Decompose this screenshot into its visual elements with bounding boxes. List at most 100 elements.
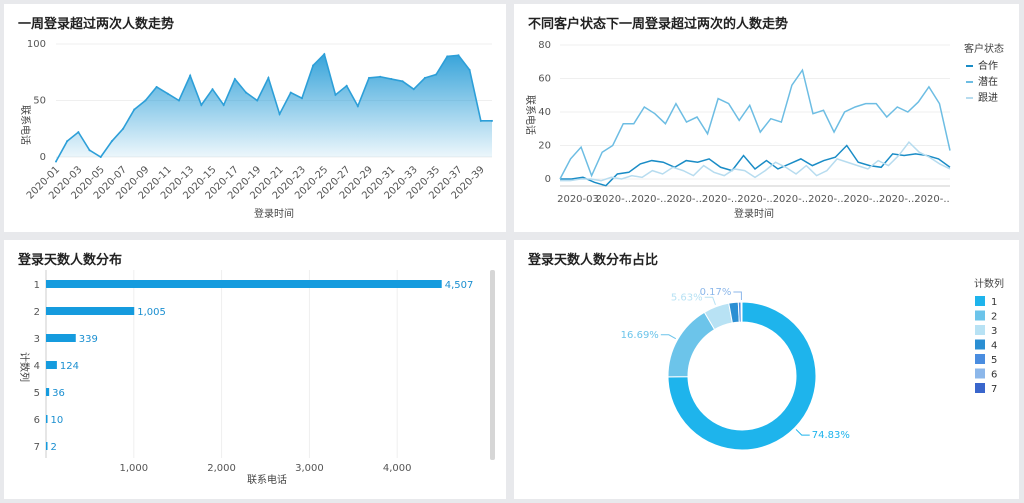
bar <box>46 334 76 342</box>
y-tick-label: 6 <box>34 415 40 426</box>
y-tick-label: 0 <box>545 174 551 185</box>
slice-data-label: 5.63% <box>671 292 703 303</box>
x-axis-label: 登录时间 <box>254 207 294 220</box>
legend-swatch <box>975 354 985 364</box>
legend-label: 2 <box>991 312 997 323</box>
data-point <box>133 108 136 111</box>
login-days-distribution-title: 登录天数人数分布 <box>18 253 123 268</box>
x-tick-label: 2020-.. <box>879 194 914 205</box>
legend-swatch <box>975 296 985 306</box>
data-point <box>222 104 225 107</box>
data-point <box>211 88 214 91</box>
y-tick-label: 100 <box>27 39 46 50</box>
legend-swatch <box>975 339 985 350</box>
data-point <box>446 55 449 58</box>
data-point <box>300 97 303 100</box>
y-tick-label: 20 <box>538 141 551 152</box>
status-login-trend-title: 不同客户状态下一周登录超过两次的人数走势 <box>528 17 789 32</box>
bar-data-label: 10 <box>51 415 64 426</box>
data-point <box>66 140 69 143</box>
login-days-share-panel: 登录天数人数分布占比 计数列 74.83% 16.69% 5.63% 0.17% 1 2 3… <box>514 240 1019 499</box>
bar-data-label: 339 <box>79 334 98 345</box>
legend-swatch <box>975 310 985 321</box>
y-tick-label: 80 <box>538 40 551 51</box>
status-login-trend-chart: 联系电话 登录时间 客户状态 020406080合作潜在跟进2020-03202… <box>524 40 1004 220</box>
data-point <box>435 73 438 76</box>
data-point <box>55 160 57 163</box>
legend-label: 潜在 <box>978 75 998 88</box>
data-point <box>356 105 359 108</box>
y-tick-label: 2 <box>34 307 40 318</box>
y-tick-label: 50 <box>33 96 46 107</box>
x-tick-label: 2020-03 <box>557 194 599 205</box>
legend-title: 客户状态 <box>964 42 1004 55</box>
y-tick-label: 1 <box>34 280 40 291</box>
login-days-distribution-chart: 计数列 联系电话 1,000 2,000 3,000 4,000 1 4,507 2 1,00… <box>18 270 495 486</box>
x-tick-label: 2020-.. <box>666 194 701 205</box>
area-fill <box>56 54 492 162</box>
legend-label: 4 <box>991 341 997 352</box>
series-line-2 <box>559 68 951 180</box>
legend-label: 5 <box>991 355 997 366</box>
data-point <box>166 92 169 95</box>
y-axis-label: 联系电话 <box>524 95 537 135</box>
login-days-share-chart: 计数列 74.83% 16.69% 5.63%0.17% 1 2 3 4 5 6 7 <box>621 277 1004 451</box>
data-point <box>479 119 482 122</box>
x-tick-label: 4,000 <box>383 463 412 474</box>
data-point <box>390 78 393 81</box>
data-point <box>177 99 180 102</box>
data-point <box>144 99 147 102</box>
x-tick-label: 2020-.. <box>773 194 808 205</box>
data-point <box>99 156 102 158</box>
login-days-distribution-panel: 登录天数人数分布 计数列 联系电话 1,000 2,000 3,000 4,000 1 4… <box>4 240 506 499</box>
data-point <box>401 80 404 83</box>
label-leader <box>795 429 810 436</box>
login-days-share-title: 登录天数人数分布占比 <box>528 253 659 268</box>
x-tick-label: 2,000 <box>207 463 236 474</box>
data-point <box>88 149 91 152</box>
x-tick-label: 1,000 <box>119 463 148 474</box>
y-tick-label: 5 <box>34 388 40 399</box>
data-point <box>122 127 125 130</box>
weekly-login-trend-chart: 联系电话 登录时间 0501002020-012020-032020-05202… <box>19 39 493 220</box>
y-tick-label: 3 <box>34 334 40 345</box>
data-point <box>233 78 236 81</box>
bar <box>46 442 48 450</box>
y-axis-label: 联系电话 <box>19 105 32 145</box>
slice-data-label: 0.17% <box>700 287 732 298</box>
x-axis-label: 联系电话 <box>247 473 287 486</box>
legend-swatch <box>975 383 985 393</box>
data-point <box>379 75 382 78</box>
bar <box>46 388 50 396</box>
x-tick-label: 2020-.. <box>631 194 666 205</box>
x-tick-label: 3,000 <box>295 463 324 474</box>
bar <box>46 361 57 369</box>
y-axis-label: 计数列 <box>18 352 31 382</box>
x-tick-label: 2020-.. <box>737 194 772 205</box>
data-point <box>267 76 270 79</box>
legend-label: 3 <box>991 326 997 337</box>
data-point <box>412 88 415 91</box>
x-tick-label: 2020-.. <box>808 194 843 205</box>
series-line-1 <box>560 144 951 187</box>
legend-label: 7 <box>991 384 997 395</box>
bar <box>46 280 442 288</box>
legend-label: 1 <box>991 297 997 308</box>
x-tick-label: 2020-.. <box>843 194 878 205</box>
data-point <box>468 68 471 71</box>
slice-data-label: 74.83% <box>812 430 850 441</box>
bar-data-label: 2 <box>51 442 57 453</box>
data-point <box>345 84 348 87</box>
data-point <box>200 104 203 107</box>
x-axis-label: 登录时间 <box>734 207 774 220</box>
data-point <box>423 76 426 79</box>
data-point <box>312 64 315 67</box>
data-point <box>323 53 326 56</box>
data-point <box>77 131 80 134</box>
scrollbar[interactable] <box>490 270 495 460</box>
legend-title: 计数列 <box>974 277 1004 290</box>
data-point <box>189 74 192 77</box>
x-tick-label: 2020-.. <box>914 194 949 205</box>
bar <box>46 415 48 423</box>
series-line-3 <box>560 141 951 182</box>
